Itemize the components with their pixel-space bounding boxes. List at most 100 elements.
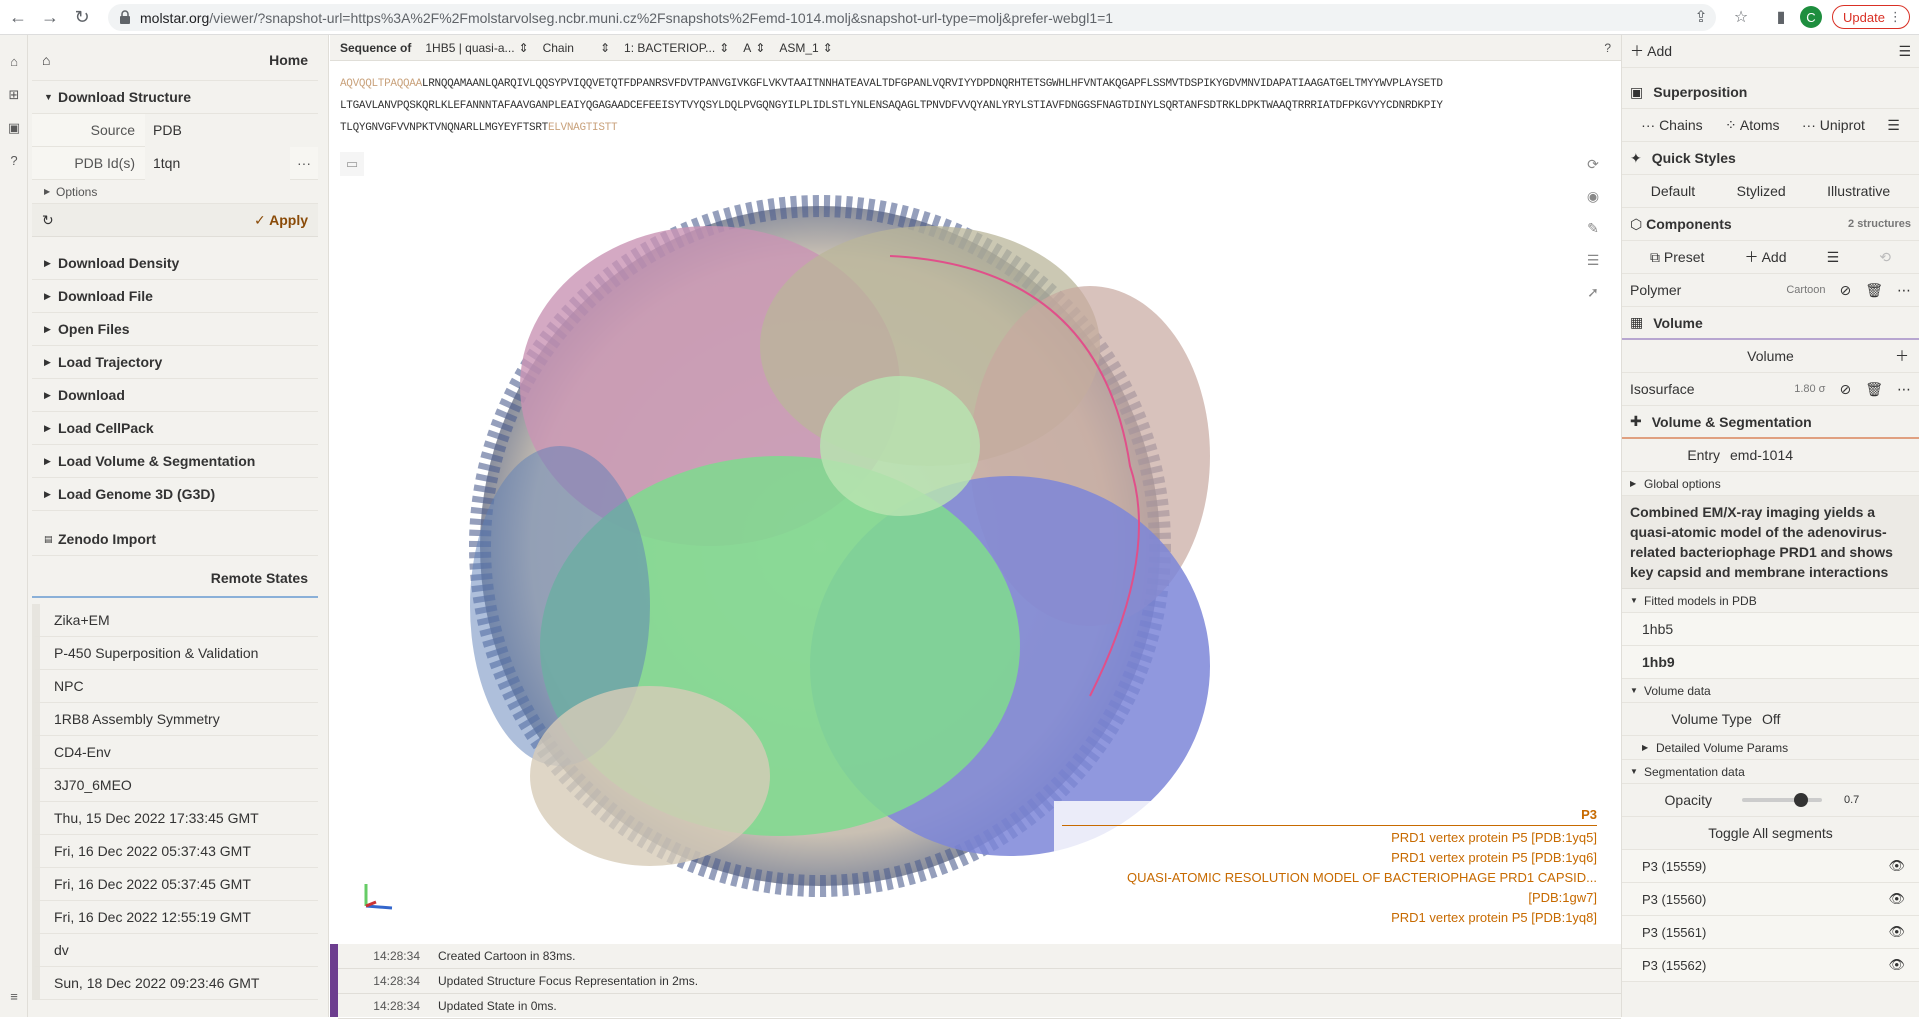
load-section[interactable]: ▶ Download File	[32, 280, 318, 313]
address-bar[interactable]: molstar.org/viewer/?snapshot-url=https%3…	[108, 4, 1716, 31]
settings-sliders-icon[interactable]: ☰	[1586, 251, 1600, 268]
remote-state-item[interactable]: Fri, 16 Dec 2022 05:37:45 GMT	[32, 868, 318, 901]
fitted-models-toggle[interactable]: ▼ Fitted models in PDB	[1622, 589, 1919, 613]
preset-button[interactable]: ⧉ Preset	[1650, 248, 1705, 265]
toggle-all-segments-button[interactable]: Toggle All segments	[1622, 817, 1919, 850]
visibility-off-icon[interactable]: ⊘	[1839, 380, 1852, 397]
wrench-icon[interactable]: ✎	[1587, 219, 1599, 236]
zenodo-import-section[interactable]: ▤ Zenodo Import	[32, 523, 318, 556]
segment-item[interactable]: P3 (15562) 👁	[1622, 949, 1919, 982]
pdb-id-input[interactable]: 1tqn	[145, 146, 290, 180]
style-illustrative-button[interactable]: Illustrative	[1827, 183, 1891, 199]
tab-atoms[interactable]: ⁘ Atoms	[1725, 116, 1780, 133]
volume-type-select[interactable]: Off	[1762, 711, 1781, 727]
back-icon[interactable]: ←	[9, 6, 27, 27]
home-icon[interactable]: ⌂	[42, 51, 51, 68]
visibility-off-icon[interactable]: ⊘	[1839, 281, 1852, 298]
apply-button[interactable]: ✓ Apply	[254, 211, 308, 228]
chain-mode-select[interactable]: Chain ⇕	[543, 41, 610, 55]
state-tree-icon[interactable]: ⊞	[8, 86, 20, 102]
source-select[interactable]: PDB	[145, 113, 318, 147]
options-toggle[interactable]: ▶ Options	[32, 180, 318, 204]
add-button[interactable]: ＋ Add	[1630, 43, 1673, 59]
sequence-view[interactable]: AQVQQLTPAQQAALRNQQAMAANLQARQIVLQQSYPVIQQ…	[330, 61, 1621, 136]
add-component-button[interactable]: ＋ Add	[1744, 249, 1787, 265]
load-section[interactable]: ▶ Load Trajectory	[32, 346, 318, 379]
model-item[interactable]: 1hb9	[1622, 646, 1919, 679]
remote-state-item[interactable]: Fri, 16 Dec 2022 05:37:43 GMT	[32, 835, 318, 868]
chain-id-select[interactable]: A ⇕	[743, 41, 765, 55]
side-panel-icon[interactable]: ▮	[1776, 9, 1786, 26]
tab-uniprot[interactable]: ··· Uniprot	[1801, 117, 1865, 133]
more-options-button[interactable]: ···	[297, 155, 311, 171]
model-item[interactable]: 1hb5	[1622, 613, 1919, 646]
screenshot-icon[interactable]: ◉	[1586, 187, 1600, 204]
trash-icon[interactable]: 🗑	[1865, 380, 1883, 397]
load-section[interactable]: ▶ Load Genome 3D (G3D)	[32, 478, 318, 511]
style-default-button[interactable]: Default	[1650, 183, 1696, 199]
segment-item[interactable]: P3 (15560) 👁	[1622, 883, 1919, 916]
load-section[interactable]: ▶ Load Volume & Segmentation	[32, 445, 318, 478]
segmentation-data-toggle[interactable]: ▼ Segmentation data	[1622, 760, 1919, 784]
eye-icon[interactable]: 👁	[1888, 858, 1905, 873]
remote-state-item[interactable]: P-450 Superposition & Validation	[32, 637, 318, 670]
remote-state-item[interactable]: Sun, 18 Dec 2022 09:23:46 GMT	[32, 967, 318, 1000]
undo-icon[interactable]: ⟲	[1879, 248, 1891, 265]
settings-sliders-icon[interactable]: ☰	[1887, 116, 1900, 133]
load-section[interactable]: ▶ Download Density	[32, 247, 318, 280]
eye-icon[interactable]: 👁	[1888, 957, 1905, 972]
tab-chains[interactable]: ··· Chains	[1641, 117, 1703, 133]
entity-select[interactable]: 1HB5 | quasi-a... ⇕	[425, 41, 528, 55]
trash-icon[interactable]: 🗑	[1865, 281, 1883, 298]
help-icon[interactable]: ?	[10, 153, 18, 168]
help-icon[interactable]: ?	[1604, 40, 1611, 55]
reset-icon[interactable]: ↻	[42, 211, 54, 228]
remote-state-item[interactable]: CD4-Env	[32, 736, 318, 769]
load-section[interactable]: ▶ Download	[32, 379, 318, 412]
bookmark-star-icon[interactable]: ☆	[1733, 9, 1749, 26]
add-icon[interactable]: ＋	[1895, 348, 1909, 364]
settings-sliders-icon[interactable]: ≡	[10, 989, 18, 1004]
eye-icon[interactable]: 👁	[1888, 891, 1905, 906]
remote-state-item[interactable]: 1RB8 Assembly Symmetry	[32, 703, 318, 736]
remote-state-item[interactable]: dv	[32, 934, 318, 967]
settings-sliders-icon[interactable]: ☰	[1898, 42, 1911, 59]
download-structure-section[interactable]: ▼ Download Structure	[32, 81, 318, 114]
global-options-toggle[interactable]: ▶ Global options	[1622, 472, 1919, 496]
remote-state-item[interactable]: Fri, 16 Dec 2022 12:55:19 GMT	[32, 901, 318, 934]
remote-state-item[interactable]: Zika+EM	[32, 604, 318, 637]
load-section[interactable]: ▶ Open Files	[32, 313, 318, 346]
remote-state-item[interactable]: 3J70_6MEO	[32, 769, 318, 802]
load-section[interactable]: ▶ Load CellPack	[32, 412, 318, 445]
assembly-select[interactable]: ASM_1 ⇕	[779, 41, 832, 55]
detailed-params-toggle[interactable]: ▶ Detailed Volume Params	[1622, 736, 1919, 760]
style-stylized-button[interactable]: Stylized	[1736, 183, 1786, 199]
share-icon[interactable]: ⇪	[1694, 9, 1708, 26]
toggle-controls-icon[interactable]: ▭	[340, 152, 364, 176]
avatar[interactable]: C	[1800, 6, 1822, 28]
opacity-slider[interactable]	[1742, 793, 1822, 807]
eye-icon[interactable]: 👁	[1888, 924, 1905, 939]
chain-select[interactable]: 1: BACTERIOP... ⇕	[624, 41, 729, 55]
remote-state-item[interactable]: NPC	[32, 670, 318, 703]
polymer-component[interactable]: Polymer Cartoon ⊘ 🗑 ⋯	[1622, 274, 1919, 307]
update-button[interactable]: Update ⋮	[1832, 5, 1910, 29]
selection-mode-icon[interactable]: ➚	[1587, 283, 1599, 300]
segment-item[interactable]: P3 (15561) 👁	[1622, 916, 1919, 949]
remote-state-item[interactable]: Thu, 15 Dec 2022 17:33:45 GMT	[32, 802, 318, 835]
home-icon[interactable]: ⌂	[10, 54, 18, 69]
settings-sliders-icon[interactable]: ☰	[1826, 248, 1840, 265]
more-icon[interactable]: ⋯	[1897, 380, 1911, 397]
isosurface-row[interactable]: Isosurface 1.80 σ ⊘ 🗑 ⋯	[1622, 373, 1919, 406]
volume-row[interactable]: Volume ＋	[1622, 340, 1919, 373]
reload-icon[interactable]: ↻	[74, 6, 90, 27]
volume-data-toggle[interactable]: ▼ Volume data	[1622, 679, 1919, 703]
entry-select[interactable]: emd-1014	[1730, 447, 1794, 463]
3d-viewport[interactable]: ▭ ⟳ ◉ ✎ ☰ ➚ P3 PRD1 vertex protein P5 [P…	[330, 136, 1621, 944]
forward-icon[interactable]: →	[41, 6, 59, 27]
more-icon[interactable]: ⋯	[1897, 281, 1911, 298]
segment-item[interactable]: P3 (15559) 👁	[1622, 850, 1919, 883]
slider-handle[interactable]	[1794, 793, 1808, 807]
reset-camera-icon[interactable]: ⟳	[1587, 155, 1599, 172]
save-icon[interactable]: ▣	[7, 119, 21, 135]
